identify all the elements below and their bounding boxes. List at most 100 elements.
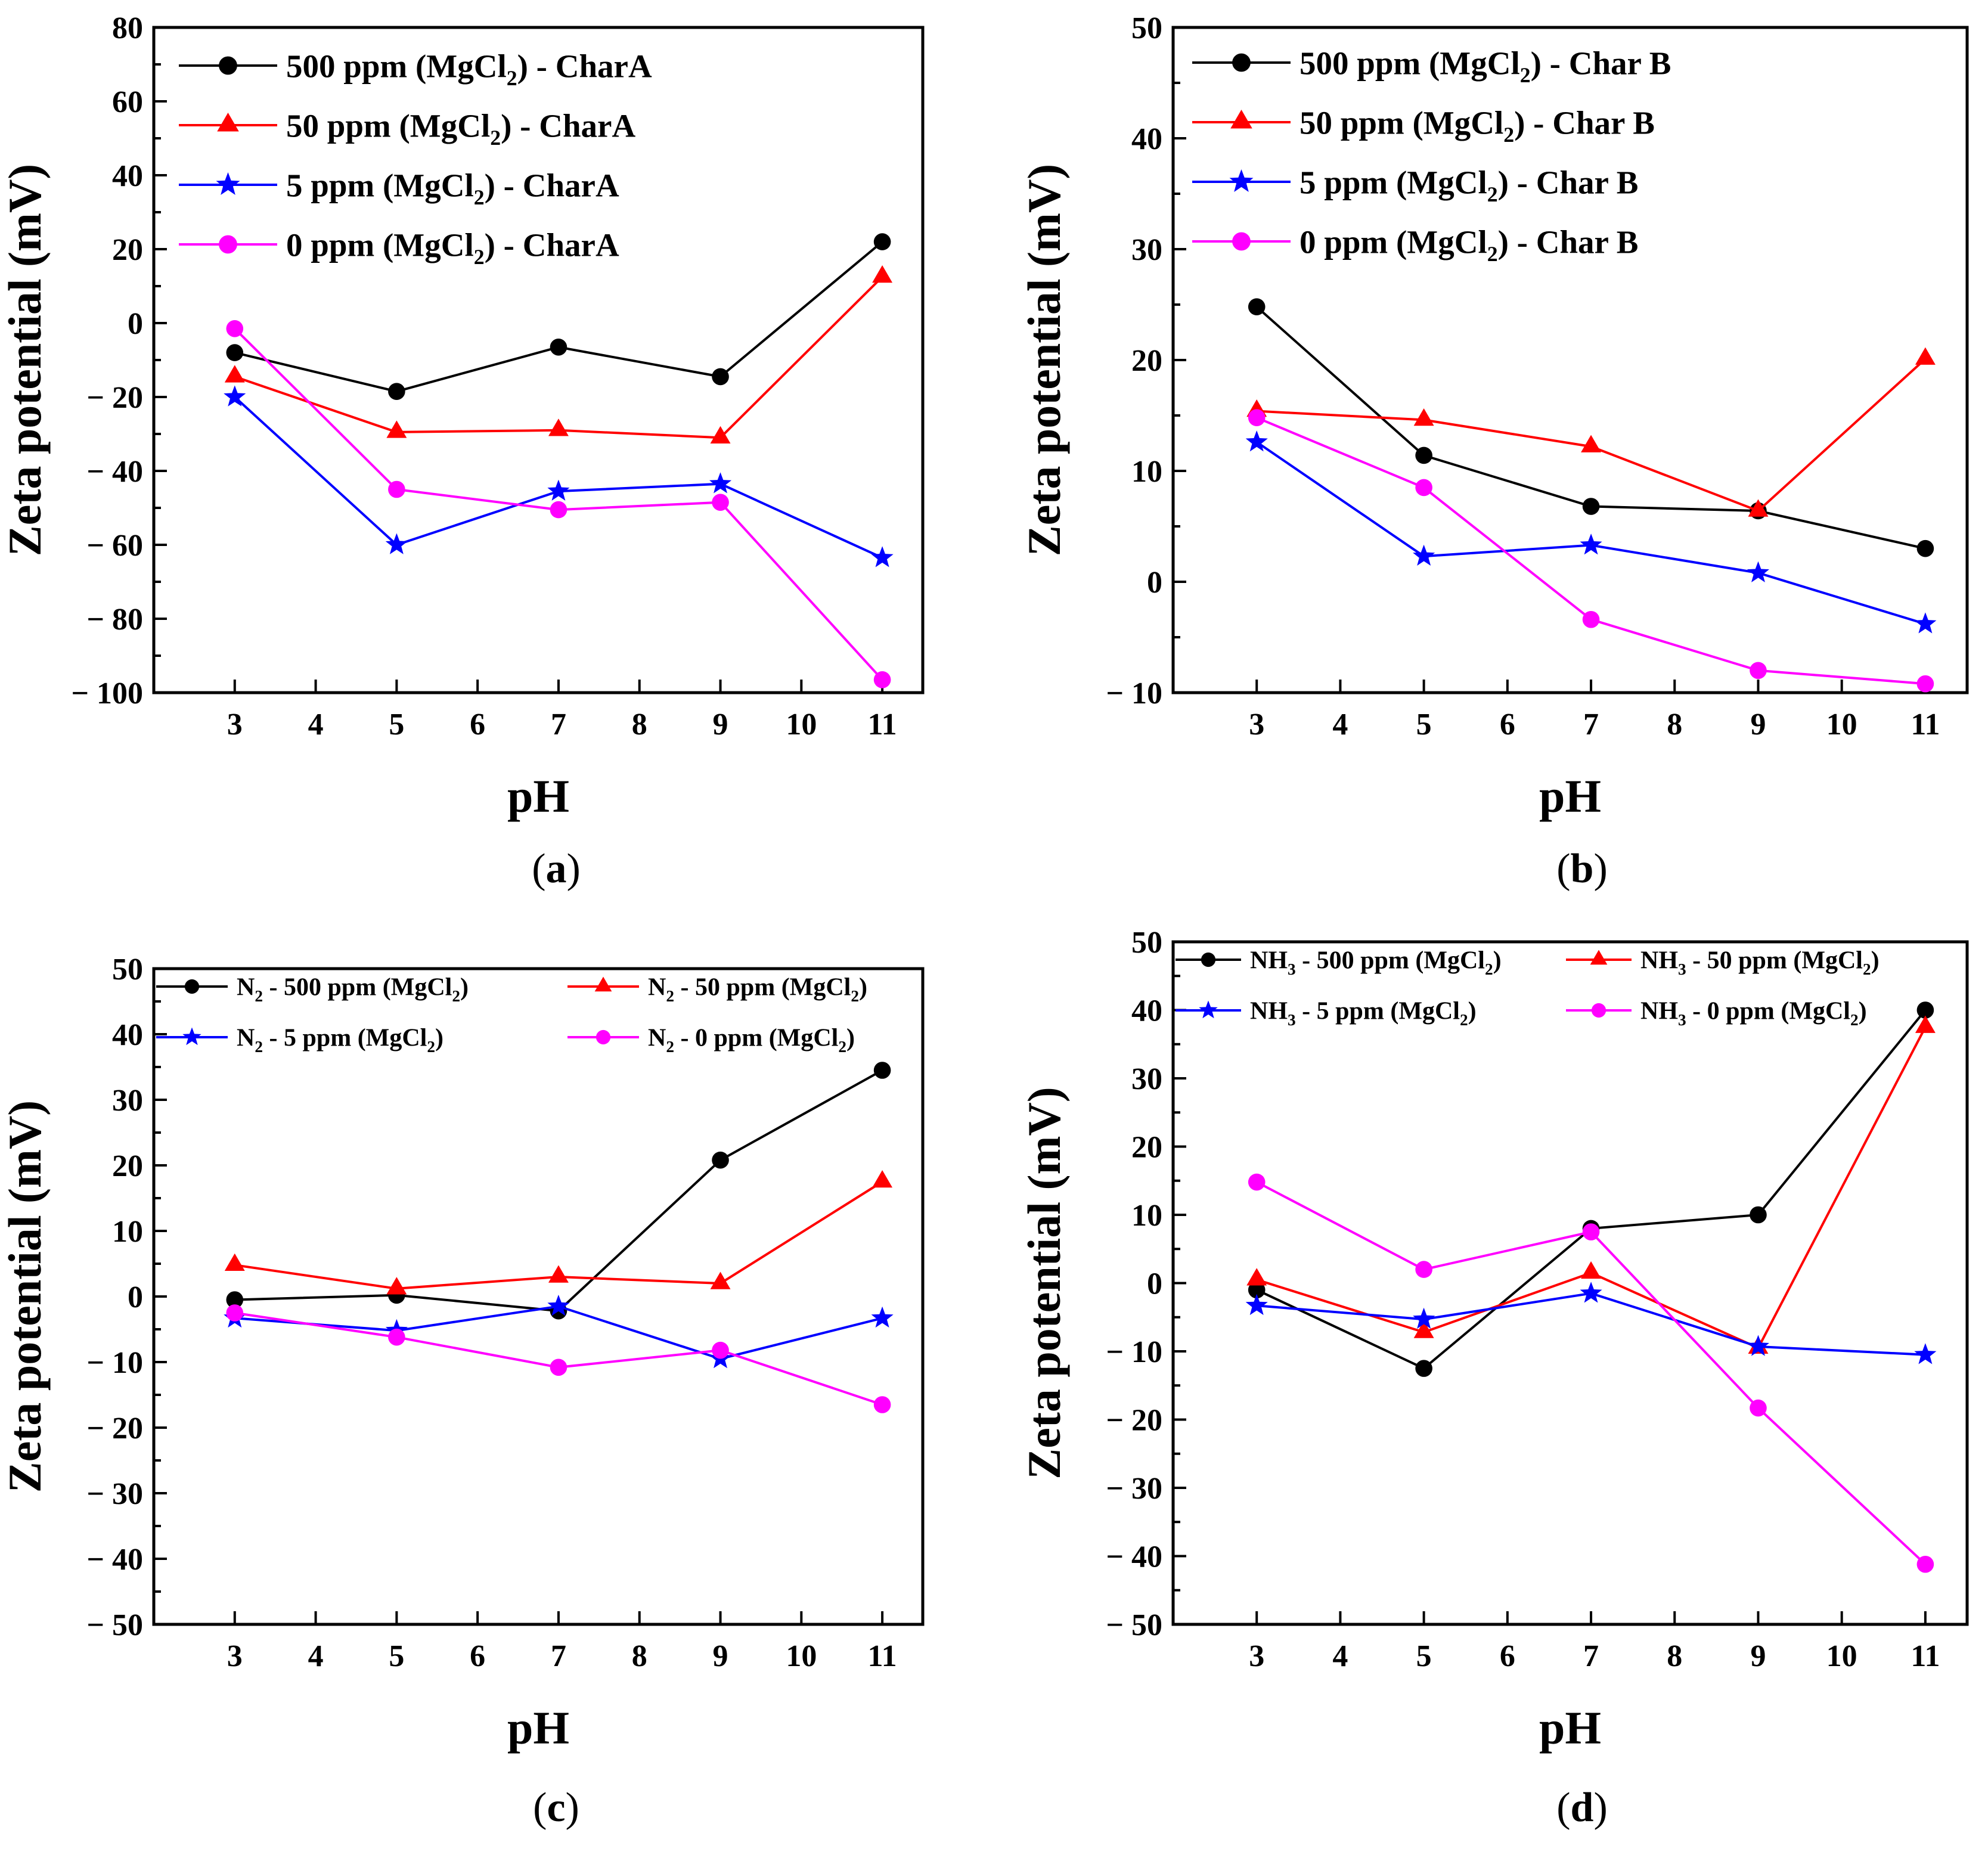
legend-label-subscript: 2 xyxy=(255,987,263,1005)
legend-label-part: ) - CharA xyxy=(501,107,635,144)
legend-label: 500 ppm (MgCl2) - Char B xyxy=(1300,45,1671,87)
legend-label-subscript: 2 xyxy=(666,987,674,1005)
legend-label-part: 0 ppm (MgCl xyxy=(286,227,474,263)
plot-frame xyxy=(152,967,925,1626)
y-tick-label: 40 xyxy=(112,159,143,193)
y-tick-label: 80 xyxy=(112,11,143,45)
x-tick-label: 6 xyxy=(1500,1639,1515,1673)
x-tick-label: 9 xyxy=(713,1639,728,1673)
y-tick-label: 50 xyxy=(1131,11,1162,45)
x-axis-label: pH xyxy=(1539,770,1601,822)
legend-label-part: ) xyxy=(460,974,469,1001)
data-point xyxy=(1747,561,1769,582)
x-tick-label: 9 xyxy=(1750,1639,1766,1673)
series-line-2 xyxy=(1256,441,1926,625)
data-point xyxy=(548,418,569,436)
x-tick-label: 3 xyxy=(1249,708,1264,742)
y-tick-label: − 20 xyxy=(86,1412,143,1446)
legend-label-part: N xyxy=(648,974,666,1001)
legend-label: NH3 - 5 ppm (MgCl2) xyxy=(1250,998,1477,1029)
x-tick-label: 7 xyxy=(1583,1639,1599,1673)
data-point xyxy=(388,480,405,498)
legend-label: 50 ppm (MgCl2) - CharA xyxy=(286,107,635,150)
y-tick-label: 30 xyxy=(112,1084,143,1118)
legend-label: NH3 - 500 ppm (MgCl2) xyxy=(1250,947,1502,979)
legend-label-part: - 5 ppm (MgCl xyxy=(1296,998,1460,1025)
panel-c: 50 40 30 20 10 0 − 10 − 20 − 30 − 40 − 50 3 4 5 6 7 8 9 10… xyxy=(0,953,925,1831)
legend-label-part: NH xyxy=(1250,947,1288,975)
caption-open: ( xyxy=(533,1785,547,1831)
y-tick-label: 60 xyxy=(112,85,143,119)
legend-label: 5 ppm (MgCl2) - Char B xyxy=(1300,164,1638,206)
legend-label-subscript: 2 xyxy=(427,1038,435,1056)
data-point xyxy=(1915,1015,1936,1033)
panel-b: 50 40 30 20 10 0 − 10 3 4 5 6 7 8 9 10 11 pH Zeta potenti… xyxy=(1018,11,1969,892)
legend-label-part: NH xyxy=(1640,947,1678,975)
legend-label-part: ) - Char B xyxy=(1514,104,1655,141)
data-point xyxy=(386,1277,407,1295)
y-tick-label: − 40 xyxy=(86,455,143,489)
legend-label-part: N xyxy=(237,1025,255,1052)
x-tick-label: 7 xyxy=(551,1639,566,1673)
x-tick-label: 10 xyxy=(1826,708,1857,742)
legend-label-part: ) - CharA xyxy=(485,227,619,263)
y-tick-label: 50 xyxy=(1131,926,1162,960)
legend-label-part: ) - Char B xyxy=(1531,45,1671,81)
legend-label-subscript: 2 xyxy=(474,245,485,269)
data-point xyxy=(226,1304,244,1322)
y-tick-label: − 100 xyxy=(71,677,143,711)
legend-label-part: ) xyxy=(859,974,867,1001)
legend-label-subscript: 2 xyxy=(507,66,517,90)
y-tick-label: 0 xyxy=(1147,566,1162,600)
legend-label: N2 - 0 ppm (MgCl2) xyxy=(648,1025,855,1056)
data-point xyxy=(1581,435,1602,452)
x-tick-label: 4 xyxy=(308,1639,324,1673)
data-point xyxy=(873,671,891,688)
legend-label-part: ) xyxy=(1468,998,1477,1025)
x-tick-label: 11 xyxy=(868,1639,897,1673)
data-point xyxy=(1582,1223,1600,1240)
x-tick-label: 3 xyxy=(227,1639,243,1673)
legend-label-part: - 50 ppm (MgCl xyxy=(674,974,851,1001)
legend-label-part: - 0 ppm (MgCl xyxy=(1686,998,1850,1025)
legend-label-subscript: 2 xyxy=(851,987,859,1005)
y-tick-label: 40 xyxy=(1131,122,1162,156)
x-axis-label: pH xyxy=(1539,1702,1601,1754)
data-point xyxy=(1248,298,1266,316)
y-tick-label: − 40 xyxy=(86,1543,143,1577)
x-tick-label: 9 xyxy=(713,708,728,742)
y-tick-label: 30 xyxy=(1131,1062,1162,1096)
data-point xyxy=(1580,1282,1602,1303)
legend-label: N2 - 5 ppm (MgCl2) xyxy=(237,1025,443,1056)
legend-label-part: ) - CharA xyxy=(485,167,619,203)
panel-caption: (d) xyxy=(1556,1785,1608,1831)
data-point xyxy=(712,368,729,386)
y-tick-label: 20 xyxy=(112,233,143,267)
x-tick-label: 7 xyxy=(551,708,566,742)
caption-letter: d xyxy=(1571,1785,1594,1831)
data-point xyxy=(224,385,246,407)
data-point xyxy=(1916,1001,1934,1019)
data-point xyxy=(547,1295,570,1316)
legend-label-subscript: 2 xyxy=(452,987,460,1005)
data-point xyxy=(1248,1173,1266,1191)
x-tick-label: 4 xyxy=(308,708,324,742)
x-tick-label: 5 xyxy=(1416,1639,1432,1673)
legend-label-subscript: 2 xyxy=(1487,242,1498,266)
data-point xyxy=(872,1170,893,1188)
legend-label-part: - 5 ppm (MgCl xyxy=(263,1025,427,1052)
legend-marker xyxy=(182,1027,201,1046)
legend-marker xyxy=(1199,1000,1218,1019)
legend-marker xyxy=(219,56,237,75)
legend-label-part: 5 ppm (MgCl xyxy=(1300,164,1487,200)
data-point xyxy=(1413,408,1434,426)
legend-label: 0 ppm (MgCl2) - Char B xyxy=(1300,224,1638,266)
caption-close: ) xyxy=(1593,846,1607,892)
panel-caption: (c) xyxy=(533,1785,579,1831)
data-point xyxy=(1245,430,1268,452)
legend-label-subscript: 2 xyxy=(838,1038,846,1056)
legend-marker xyxy=(1590,950,1608,965)
legend-label-subscript: 2 xyxy=(1520,63,1531,87)
legend-label-part: NH xyxy=(1640,998,1678,1025)
